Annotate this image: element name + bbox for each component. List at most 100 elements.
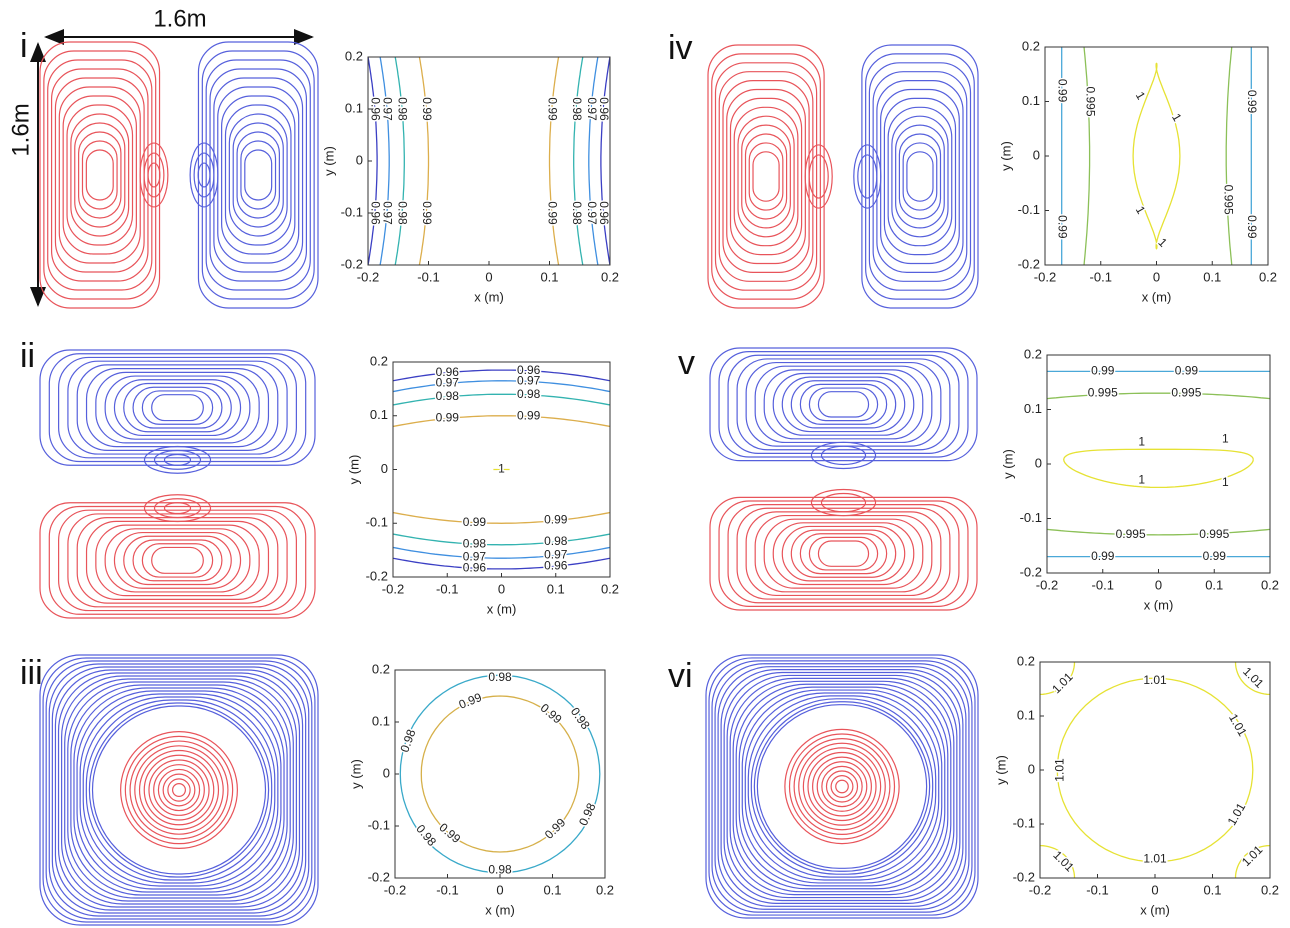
contour-lines xyxy=(1061,47,1252,265)
y-tick-label: 0.2 xyxy=(1022,38,1040,53)
contour-lines xyxy=(1040,662,1270,878)
y-tick-label: 0.1 xyxy=(370,407,388,422)
contour-label: 1 xyxy=(1222,475,1229,489)
field-line xyxy=(57,672,301,908)
field-line xyxy=(143,494,212,523)
field-line xyxy=(744,692,940,881)
field-line xyxy=(167,778,191,802)
contour-label: 0.99 xyxy=(1091,549,1115,563)
contour-line xyxy=(1040,844,1076,878)
field-line xyxy=(45,660,313,920)
contour-label: 0.97 xyxy=(517,374,541,388)
field-line xyxy=(141,390,214,425)
y-tick-label: -0.1 xyxy=(1018,202,1040,217)
x-tick-label: 0 xyxy=(498,581,505,596)
y-tick-label: 0 xyxy=(1028,761,1035,776)
contour-line xyxy=(1047,528,1270,536)
field-line xyxy=(709,347,978,462)
field-line xyxy=(147,162,161,188)
y-axis-label: y (m) xyxy=(1000,449,1015,479)
field-line xyxy=(816,761,868,812)
y-tick-label: -0.2 xyxy=(1020,564,1042,579)
x-tick-label: 0 xyxy=(485,269,492,284)
field-line xyxy=(830,775,854,798)
field-line xyxy=(143,152,165,198)
field-line xyxy=(714,62,818,291)
field-line xyxy=(232,122,284,228)
contour-label: 0.98 xyxy=(436,389,460,403)
y-tick-label: 0.1 xyxy=(1024,401,1042,416)
field-plot xyxy=(707,44,979,309)
contour-label: 1.01 xyxy=(1052,758,1066,782)
field-line xyxy=(48,505,307,615)
field-line xyxy=(163,502,192,515)
field-line xyxy=(51,666,307,914)
y-tick-label: -0.2 xyxy=(1018,256,1040,271)
field-line xyxy=(123,535,232,586)
contour-line xyxy=(393,415,610,428)
field-line xyxy=(151,546,204,574)
field-line xyxy=(902,142,938,211)
contour-line xyxy=(393,369,610,382)
field-line xyxy=(872,71,968,282)
field-line xyxy=(47,59,153,291)
contour-label: 0.995 xyxy=(1199,527,1229,541)
x-axis-label: x (m) xyxy=(474,289,504,304)
field-line xyxy=(727,504,960,604)
contour-label: 0.97 xyxy=(381,97,395,121)
field-line xyxy=(129,740,229,840)
contour-label: 0.97 xyxy=(381,201,395,225)
y-axis-label: y (m) xyxy=(346,455,361,485)
field-line xyxy=(143,754,215,826)
contour-label: 1.01 xyxy=(1143,851,1167,865)
y-axis-label: y (m) xyxy=(998,141,1013,171)
field-line xyxy=(763,369,924,440)
contour-label: 0.995 xyxy=(1083,86,1097,116)
contour-line xyxy=(573,57,584,265)
contour-label: 0.99 xyxy=(1056,215,1070,239)
field-line xyxy=(143,445,212,474)
field-line xyxy=(123,382,232,433)
field-line xyxy=(104,528,251,593)
field-line xyxy=(153,498,202,519)
contour-label: 0.96 xyxy=(517,363,541,377)
field-line xyxy=(744,133,788,220)
x-tick-label: -0.2 xyxy=(1029,882,1051,897)
x-tick-label: -0.2 xyxy=(384,882,406,897)
y-tick-label: -0.2 xyxy=(368,869,390,884)
field-line xyxy=(58,509,297,612)
field-line xyxy=(708,657,976,916)
field-line xyxy=(718,351,969,458)
field-line xyxy=(726,674,958,899)
field-line xyxy=(132,386,223,429)
field-line xyxy=(85,699,273,881)
contour-label: 1 xyxy=(1138,473,1145,487)
field-line xyxy=(78,131,122,219)
y-tick-label: 0.2 xyxy=(345,48,363,63)
field-line xyxy=(141,543,214,578)
contour-label: 0.96 xyxy=(597,97,611,121)
field-line xyxy=(727,354,960,454)
field-line xyxy=(750,698,934,875)
x-tick-label: 0.1 xyxy=(1203,269,1221,284)
x-axis-label: x (m) xyxy=(487,601,517,616)
field-line xyxy=(91,705,267,875)
contour-label: 1 xyxy=(498,462,505,476)
field-line xyxy=(224,104,292,246)
width-label: 1.6m xyxy=(153,5,206,32)
field-line xyxy=(799,533,888,575)
contour-line xyxy=(600,57,610,265)
field-line xyxy=(723,671,961,902)
field-line xyxy=(205,59,311,291)
x-tick-label: 0.1 xyxy=(1205,577,1223,592)
field-line xyxy=(732,680,952,893)
field-line xyxy=(898,133,942,220)
field-line xyxy=(891,115,949,238)
field-line xyxy=(736,507,951,600)
field-line xyxy=(741,689,943,884)
contour-line xyxy=(1132,62,1181,250)
contour-label: 0.99 xyxy=(1091,364,1115,378)
contour-line xyxy=(1056,677,1254,863)
contour-line xyxy=(418,57,430,265)
field-line xyxy=(240,140,277,210)
